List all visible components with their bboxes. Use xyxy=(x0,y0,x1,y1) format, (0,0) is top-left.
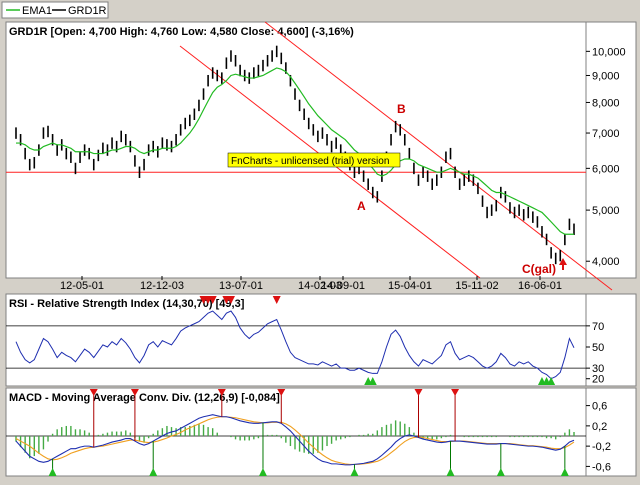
watermark-box xyxy=(227,152,401,168)
annotation-a: A xyxy=(357,199,366,213)
price-xtick-label: 14-02-03 xyxy=(298,280,342,292)
price-panel-bg xyxy=(5,21,587,279)
price-axis-bg xyxy=(585,21,637,279)
macd-sell-marker xyxy=(414,389,423,396)
macd-sell-marker xyxy=(89,389,98,396)
rsi-buy-marker xyxy=(547,377,556,385)
macd-buy-marker xyxy=(149,468,158,476)
price-ytick-label: 9,000 xyxy=(592,70,620,82)
macd-ytick-label: 0,2 xyxy=(592,421,607,433)
price-ytick-label: 5,000 xyxy=(592,205,620,217)
price-xtick-label: 13-07-01 xyxy=(219,280,263,292)
price-panel: GRD1R [Open: 4,700 High: 4,760 Low: 4,58… xyxy=(5,21,637,292)
price-ytick-label: 7,000 xyxy=(592,128,620,140)
macd-axis-bg xyxy=(585,387,637,477)
rsi-line xyxy=(15,310,575,380)
ema-line xyxy=(16,67,574,235)
price-xtick-label: 15-11-02 xyxy=(455,280,498,292)
legend-ema-label[interactable]: EMA1 xyxy=(22,5,52,17)
rsi-sell-marker xyxy=(208,296,217,304)
macd-sell-marker xyxy=(451,389,460,396)
price-xtick-label: 16-06-01 xyxy=(518,280,562,292)
price-ytick-label: 4,000 xyxy=(592,256,620,268)
rsi-panel-title: RSI - Relative Strength Index (14,30,70)… xyxy=(9,298,245,310)
price-xtick-label: 14-09-01 xyxy=(321,280,365,292)
macd-ytick-label: -0,6 xyxy=(592,461,611,473)
price-ytick-label: 8,000 xyxy=(592,97,620,109)
annotation-b: B xyxy=(397,102,406,116)
price-xtick-label: 15-04-01 xyxy=(388,280,432,292)
macd-buy-marker xyxy=(258,468,267,476)
rsi-panel-bg xyxy=(5,293,587,387)
macd-panel: MACD - Moving Average Conv. Div. (12,26,… xyxy=(5,387,637,477)
macd-buy-marker xyxy=(560,468,569,476)
annotation-c: C(gal) xyxy=(522,262,556,276)
macd-buy-marker xyxy=(446,468,455,476)
macd-line xyxy=(15,414,575,466)
macd-ytick-label: -0,2 xyxy=(592,441,611,453)
legend-bar: EMA1 GRD1R xyxy=(1,1,109,19)
rsi-ytick-label: 30 xyxy=(592,363,604,375)
rsi-buy-marker xyxy=(368,377,377,385)
watermark-text: FnCharts - unlicensed (trial) version xyxy=(231,156,389,167)
legend-grd-label[interactable]: GRD1R xyxy=(68,5,107,17)
macd-sell-marker xyxy=(130,389,139,396)
macd-buy-marker xyxy=(350,468,359,476)
price-ytick-label: 10,000 xyxy=(592,46,626,58)
price-panel-title: GRD1R [Open: 4,700 High: 4,760 Low: 4,58… xyxy=(9,26,354,38)
price-ytick-label: 6,000 xyxy=(592,163,620,175)
price-xtick-label: 12-12-03 xyxy=(140,280,184,292)
rsi-sell-marker xyxy=(226,296,235,304)
channel-upper-line xyxy=(264,21,613,291)
rsi-ytick-label: 20 xyxy=(592,374,604,386)
rsi-sell-marker xyxy=(272,296,281,304)
rsi-panel: RSI - Relative Strength Index (14,30,70)… xyxy=(5,293,637,387)
macd-sell-marker xyxy=(277,389,286,396)
rsi-axis-bg xyxy=(585,293,637,387)
macd-buy-marker xyxy=(48,468,57,476)
macd-panel-bg xyxy=(5,387,587,477)
macd-panel-title: MACD - Moving Average Conv. Div. (12,26,… xyxy=(9,392,280,404)
macd-buy-marker xyxy=(496,468,505,476)
up-arrow-icon xyxy=(559,258,567,270)
macd-sell-marker xyxy=(217,389,226,396)
price-xtick-label: 12-05-01 xyxy=(60,280,104,292)
rsi-ytick-label: 70 xyxy=(592,321,604,333)
macd-ytick-label: 0,6 xyxy=(592,401,607,413)
rsi-ytick-label: 50 xyxy=(592,342,604,354)
